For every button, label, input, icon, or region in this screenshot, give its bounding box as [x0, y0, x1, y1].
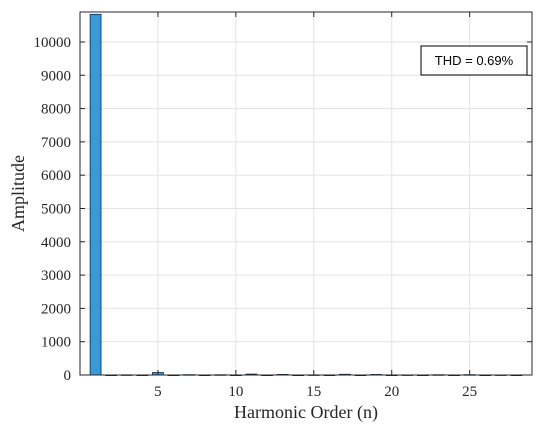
bar-harmonic-1	[89, 13, 102, 376]
x-tick-label: 15	[306, 384, 321, 400]
plot-frame	[79, 11, 533, 376]
y-tick-label: 5000	[41, 201, 71, 217]
y-tick-label: 2000	[41, 301, 71, 317]
thd-annotation-frame	[420, 45, 528, 76]
thd-annotation-box: THD = 0.69%	[420, 45, 528, 76]
y-axis-ticks: 0 1000 2000 3000 4000 5000 6000 7000 8000 9000 100…	[34, 35, 532, 384]
y-tick-label: 1000	[41, 335, 71, 351]
x-tick-label: 25	[462, 384, 477, 400]
grid	[80, 12, 532, 376]
y-axis-label: Amplitude	[8, 155, 28, 232]
y-tick-label: 0	[64, 368, 72, 384]
x-axis-ticks: 5 10 15 20 25	[154, 12, 477, 400]
y-tick-label: 6000	[41, 168, 71, 184]
thd-annotation-text: THD = 0.69%	[435, 53, 514, 68]
x-tick-label: 20	[384, 384, 399, 400]
y-tick-label: 8000	[41, 102, 71, 118]
y-tick-label: 7000	[41, 135, 71, 151]
y-tick-label: 9000	[41, 68, 71, 84]
y-tick-label: 10000	[34, 35, 72, 51]
y-tick-label: 4000	[41, 235, 71, 251]
y-tick-label: 3000	[41, 268, 71, 284]
x-axis-label: Harmonic Order (n)	[234, 402, 378, 423]
x-tick-label: 5	[154, 384, 162, 400]
x-tick-label: 10	[228, 384, 243, 400]
